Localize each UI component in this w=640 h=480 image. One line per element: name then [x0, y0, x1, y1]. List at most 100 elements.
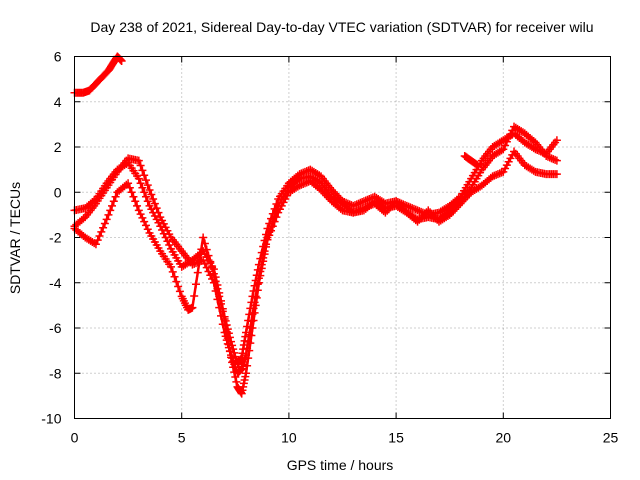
data-point-marker	[253, 286, 262, 295]
data-point-marker	[318, 187, 327, 196]
data-point-marker	[257, 264, 266, 273]
data-point-marker	[368, 200, 377, 209]
data-point-marker	[397, 202, 406, 211]
data-point-marker	[138, 166, 147, 175]
data-point-marker	[95, 231, 104, 240]
data-point-marker	[140, 217, 149, 226]
y-tick-label: 4	[54, 94, 62, 110]
data-point-marker	[356, 198, 365, 207]
data-point-marker	[268, 222, 277, 231]
data-point-marker	[190, 259, 199, 268]
data-point-marker	[417, 213, 426, 222]
data-point-marker	[381, 208, 390, 217]
series-segment-early	[70, 52, 126, 97]
data-point-marker	[451, 205, 460, 214]
data-point-marker	[322, 191, 331, 200]
data-point-marker	[100, 219, 109, 228]
data-point-marker	[299, 179, 308, 188]
data-point-marker	[452, 203, 461, 212]
data-point-marker	[225, 347, 234, 356]
data-point-marker	[215, 292, 224, 301]
data-point-marker	[445, 210, 454, 219]
y-tick-label: -6	[49, 320, 62, 336]
data-point-marker	[458, 197, 467, 206]
data-point-marker	[213, 284, 222, 293]
data-point-marker	[166, 262, 175, 271]
data-point-marker	[140, 171, 149, 180]
data-point-marker	[138, 183, 147, 192]
x-tick-label: 25	[603, 430, 619, 446]
data-point-marker	[384, 204, 393, 213]
data-point-marker	[304, 177, 313, 186]
data-point-marker	[251, 301, 260, 310]
data-point-marker	[243, 361, 252, 370]
chart-title: Day 238 of 2021, Sidereal Day-to-day VTE…	[90, 19, 593, 35]
data-point-marker	[165, 241, 174, 250]
data-point-marker	[223, 334, 232, 343]
data-point-marker	[134, 174, 143, 183]
data-point-marker	[108, 201, 117, 210]
data-point-marker	[193, 268, 202, 277]
data-point-marker	[552, 136, 561, 145]
data-point-marker	[244, 354, 253, 363]
data-point-marker	[163, 237, 172, 246]
data-point-marker	[247, 331, 256, 340]
data-point-marker	[141, 192, 150, 201]
data-point-marker	[91, 240, 100, 249]
axis-tick-labels: 0 5 10 15 20 25 -10 -8 -6 -4 -2 0 2 4 6	[41, 49, 618, 446]
data-point-marker	[104, 210, 113, 219]
data-point-marker	[461, 193, 470, 202]
data-point-marker	[202, 245, 211, 254]
data-point-marker	[140, 188, 149, 197]
data-point-marker	[320, 189, 329, 198]
y-tick-label: 2	[54, 139, 62, 155]
data-point-marker	[200, 239, 209, 248]
data-point-marker	[415, 207, 424, 216]
data-point-marker	[358, 198, 367, 207]
data-point-marker	[501, 141, 510, 150]
data-point-marker	[365, 195, 374, 204]
data-point-marker	[473, 161, 482, 170]
data-point-marker	[127, 188, 136, 197]
data-point-marker	[354, 206, 363, 215]
data-point-marker	[124, 179, 133, 188]
data-point-marker	[188, 303, 197, 312]
data-point-marker	[545, 153, 554, 162]
data-point-marker	[206, 271, 215, 280]
data-point-marker	[152, 204, 161, 213]
data-point-marker	[490, 171, 499, 180]
data-point-marker	[141, 176, 150, 185]
data-point-marker	[431, 213, 440, 222]
data-point-marker	[493, 170, 502, 179]
data-point-marker	[424, 206, 433, 215]
x-tick-label: 0	[71, 430, 79, 446]
data-layer	[70, 52, 561, 398]
data-point-marker	[150, 199, 159, 208]
data-point-marker	[208, 263, 217, 272]
data-point-marker	[499, 145, 508, 154]
data-point-marker	[488, 172, 497, 181]
data-point-marker	[409, 204, 418, 213]
data-point-marker	[117, 57, 126, 66]
data-point-marker	[154, 208, 163, 217]
data-point-marker	[542, 152, 551, 161]
data-point-marker	[262, 242, 271, 251]
data-point-marker	[349, 208, 358, 217]
data-point-marker	[549, 155, 558, 164]
data-point-marker	[361, 203, 370, 212]
data-point-marker	[356, 205, 365, 214]
data-point-marker	[408, 204, 417, 213]
data-point-marker	[221, 321, 230, 330]
x-tick-label: 15	[388, 430, 404, 446]
data-point-marker	[172, 277, 181, 286]
data-point-marker	[429, 212, 438, 221]
data-point-marker	[143, 197, 152, 206]
data-point-marker	[418, 212, 427, 221]
data-point-marker	[138, 213, 147, 222]
y-tick-label: 0	[54, 184, 62, 200]
data-point-marker	[175, 287, 184, 296]
data-point-marker	[463, 192, 472, 201]
data-point-marker	[506, 130, 515, 139]
data-point-marker	[363, 195, 372, 204]
